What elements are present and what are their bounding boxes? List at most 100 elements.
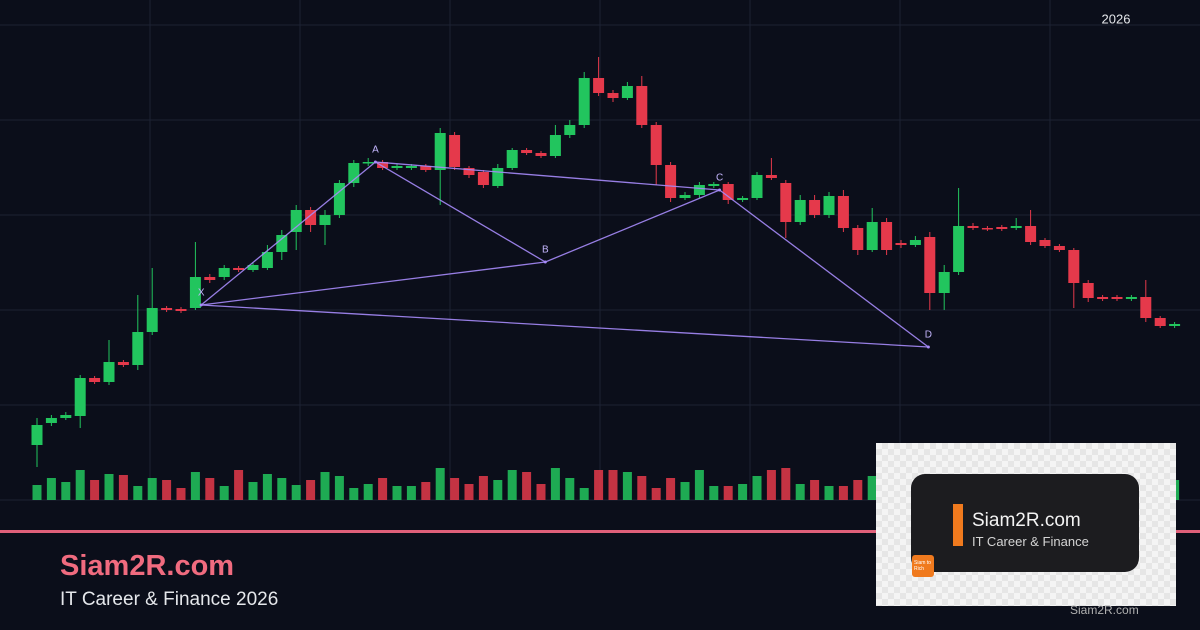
- volume-bar: [392, 486, 402, 500]
- logo-badge: Siam to Rich: [912, 555, 934, 577]
- volume-bar: [709, 486, 719, 500]
- logo-name: Siam2R.com: [972, 510, 1081, 531]
- volume-bar: [190, 472, 200, 500]
- volume-bar: [766, 470, 776, 500]
- volume-bar: [752, 476, 762, 500]
- candle-body: [650, 125, 662, 165]
- volume-bar: [622, 472, 632, 500]
- candle-body: [161, 308, 173, 310]
- candle-body: [305, 210, 317, 225]
- candle-body: [636, 86, 648, 125]
- volume-bar: [306, 480, 316, 500]
- candle-body: [708, 184, 720, 186]
- volume-bar: [536, 484, 546, 500]
- candle-body: [693, 185, 705, 195]
- pattern-label: B: [542, 245, 549, 256]
- pattern-label: X: [198, 288, 205, 299]
- candle-body: [89, 378, 101, 382]
- candle-body: [1053, 246, 1065, 250]
- candle-body: [463, 168, 475, 175]
- volume-bar: [118, 475, 128, 500]
- candle-body: [434, 133, 446, 170]
- candle-body: [319, 215, 331, 225]
- volume-bar: [61, 482, 71, 500]
- volume-bar: [493, 480, 503, 500]
- logo-bar: [953, 504, 963, 546]
- volume-bar: [795, 484, 805, 500]
- pattern-label: C: [716, 173, 723, 184]
- candle-body: [189, 277, 201, 308]
- volume-bar: [219, 486, 229, 500]
- footer-tagline: IT Career & Finance 2026: [60, 589, 279, 610]
- pattern-point: [543, 260, 547, 264]
- candle-body: [218, 268, 230, 277]
- volume-bar: [378, 478, 388, 500]
- candle-body: [449, 135, 461, 167]
- pattern-point: [199, 303, 203, 307]
- candle-body: [45, 418, 57, 423]
- candle-body: [621, 86, 633, 98]
- candle-body: [117, 362, 129, 365]
- volume-bar: [738, 484, 748, 500]
- candle-body: [938, 272, 950, 293]
- volume-bar: [637, 476, 647, 500]
- candle-body: [31, 425, 43, 445]
- candle-body: [881, 222, 893, 250]
- volume-bar: [507, 470, 517, 500]
- volume-bar: [262, 474, 272, 500]
- candle-body: [780, 183, 792, 222]
- watermark: Siam2R.com: [1070, 603, 1139, 617]
- candle-body: [809, 200, 821, 215]
- candle-body: [924, 237, 936, 293]
- volume-bar: [291, 485, 301, 500]
- volume-bar: [435, 468, 445, 500]
- candle-body: [377, 162, 389, 168]
- logo-tagline: IT Career & Finance: [972, 534, 1089, 549]
- candle-body: [765, 175, 777, 178]
- candle-body: [564, 125, 576, 135]
- candle-body: [60, 415, 72, 418]
- candle-body: [953, 226, 965, 272]
- candle-body: [751, 175, 763, 198]
- candle-body: [1082, 283, 1094, 298]
- candle-body: [679, 195, 691, 198]
- candle-body: [665, 165, 677, 198]
- volume-bar: [680, 482, 690, 500]
- volume-bar: [666, 478, 676, 500]
- candle-body: [578, 78, 590, 125]
- volume-bar: [824, 486, 834, 500]
- pattern-line: [201, 261, 546, 306]
- volume-bar: [75, 470, 85, 500]
- candle-body: [607, 93, 619, 98]
- candle-body: [1097, 297, 1109, 299]
- chart-title: 2026: [1102, 11, 1131, 26]
- candle-body: [204, 277, 216, 280]
- candle-body: [420, 166, 432, 170]
- volume-bar: [205, 478, 215, 500]
- candle-body: [866, 222, 878, 250]
- volume-bar: [867, 476, 877, 500]
- candle-body: [1010, 226, 1022, 228]
- candle-body: [895, 243, 907, 245]
- pattern-line: [719, 189, 929, 348]
- candle-body: [794, 200, 806, 222]
- candle-body: [1111, 297, 1123, 299]
- pattern-point: [718, 188, 722, 192]
- candle-body: [146, 308, 158, 332]
- volume-bar: [781, 468, 791, 500]
- volume-bar: [522, 472, 532, 500]
- volume-bar: [723, 486, 733, 500]
- candle-body: [477, 172, 489, 185]
- candle-body: [1154, 318, 1166, 326]
- candle-body: [996, 227, 1008, 229]
- candle-body: [362, 162, 374, 164]
- divider: [0, 530, 1200, 533]
- pattern-line: [201, 304, 929, 348]
- candle-body: [348, 163, 360, 183]
- volume-bar: [46, 478, 56, 500]
- volume-bar: [608, 470, 618, 500]
- volume-bar: [594, 470, 604, 500]
- footer-site: Siam2R.com: [60, 550, 235, 582]
- volume-bar: [579, 488, 589, 500]
- logo-panel: Siam2R.com IT Career & Finance Siam to R…: [876, 443, 1176, 606]
